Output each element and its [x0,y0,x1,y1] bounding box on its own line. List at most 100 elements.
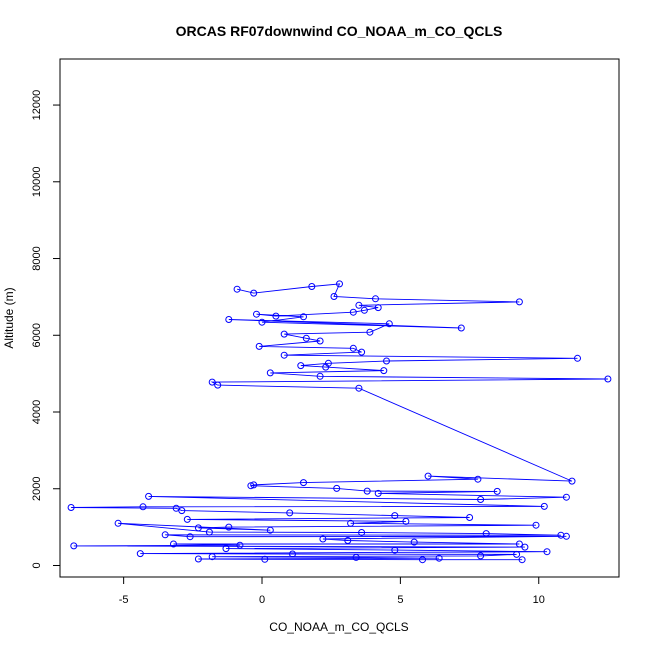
data-points [67,280,612,564]
data-point [562,493,570,501]
data-point [374,304,382,312]
data-point [355,301,363,309]
data-point [302,334,310,342]
data-point [344,537,352,544]
data-point [261,555,269,563]
data-point [493,487,501,495]
y-tick-label: 10000 [31,166,43,197]
data-point [225,523,233,531]
data-point [233,285,241,293]
data-point [280,351,288,359]
data-point [604,375,612,383]
y-tick-label: 6000 [31,323,43,347]
data-point [518,556,526,564]
x-tick-label: 10 [533,594,545,606]
data-point [457,324,465,332]
data-point [568,477,576,485]
data-point [178,507,186,515]
data-point [255,342,263,350]
data-point [515,540,523,548]
data-point [67,504,75,511]
data-point [289,550,296,558]
data-point [183,515,191,523]
data-point [300,313,307,321]
data-point [280,330,288,338]
data-point [170,540,177,548]
data-point [410,538,418,546]
data-point [316,337,324,345]
x-axis: -5 0 5 10 [119,577,545,606]
data-point [333,484,341,492]
data-point [543,548,551,556]
data-point [319,535,327,543]
data-point [372,295,379,303]
data-point [139,503,147,511]
data-point [363,487,371,495]
data-point [236,541,244,549]
y-tick-label: 2000 [31,477,43,501]
data-point [574,354,581,362]
data-point [532,521,540,529]
x-axis-label: CO_NOAA_m_CO_QCLS [269,620,408,634]
data-point [286,509,294,517]
data-point [385,320,393,328]
data-point [266,369,274,377]
data-point [474,475,482,483]
y-tick-label: 4000 [31,400,43,424]
y-tick-label: 0 [31,562,43,568]
data-point [336,280,343,288]
data-point [330,293,338,300]
data-point [349,308,357,316]
data-point [374,489,382,497]
y-axis: 0 2000 4000 6000 8000 10000 12000 [31,90,60,569]
x-tick-label: 5 [397,594,403,606]
x-tick-label: -5 [119,594,129,606]
data-point [391,546,399,554]
data-point [161,531,169,539]
series-line [71,283,608,561]
data-point [258,318,266,326]
plot-frame [59,58,620,578]
data-point [297,362,305,370]
data-point [383,357,390,365]
data-point [355,384,363,392]
data-point [466,514,474,521]
data-point [515,298,523,306]
data-point [250,289,258,297]
data-point [402,517,410,525]
data-point [250,481,258,489]
data-point [316,372,324,380]
data-point [435,554,443,562]
data-point [308,283,316,290]
data-point [358,348,366,356]
data-point [114,519,122,527]
data-point [194,555,202,563]
data-point [540,502,548,510]
data-point [247,482,255,490]
data-point [208,553,216,561]
data-point [366,328,374,336]
data-point [205,528,213,536]
data-point [208,378,216,386]
data-point [419,556,426,564]
data-point [186,533,194,541]
data-point [562,532,570,540]
data-point [214,381,222,389]
data-point [222,545,230,553]
data-point [482,530,490,538]
data-point [136,550,144,558]
y-tick-label: 12000 [31,90,43,121]
data-point [391,512,399,520]
data-point [521,543,529,551]
data-point [145,492,153,500]
data-point [349,344,357,352]
y-tick-label: 8000 [31,246,43,270]
y-axis-label: Altitude (m) [2,287,16,348]
data-point [225,316,233,323]
data-point [322,363,330,371]
data-point [477,552,485,560]
data-point [253,310,260,318]
data-point [380,367,388,375]
data-point [70,542,78,550]
